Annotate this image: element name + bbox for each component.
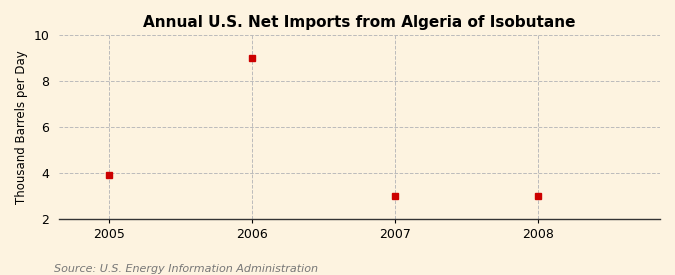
- Y-axis label: Thousand Barrels per Day: Thousand Barrels per Day: [15, 50, 28, 204]
- Text: Source: U.S. Energy Information Administration: Source: U.S. Energy Information Administ…: [54, 264, 318, 274]
- Title: Annual U.S. Net Imports from Algeria of Isobutane: Annual U.S. Net Imports from Algeria of …: [143, 15, 576, 30]
